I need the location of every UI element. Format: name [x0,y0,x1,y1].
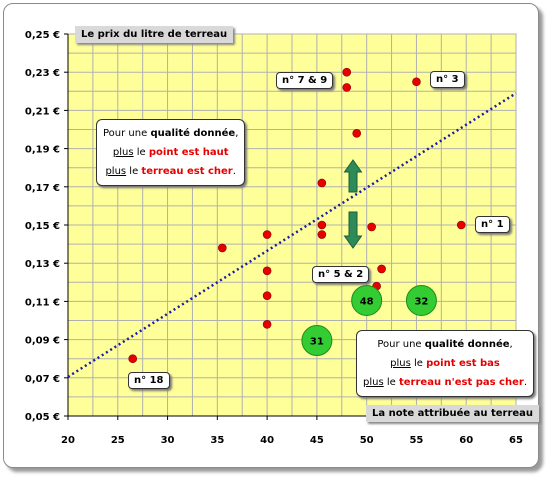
y-tick-label: 0,17 € [25,183,60,194]
x-tick-label: 60 [459,435,473,446]
x-tick-label: 50 [360,435,374,446]
data-point [262,230,272,239]
note-expensive: Pour une qualité donnée, plus le point e… [96,119,246,186]
score-bubble [405,284,437,316]
x-tick-label: 20 [61,435,75,446]
data-point [317,220,327,230]
data-point [352,129,362,138]
y-tick-label: 0,21 € [25,106,60,117]
y-tick-label: 0,07 € [25,374,60,385]
x-tick-label: 55 [409,435,423,446]
data-point [367,222,376,232]
tag-n1: n° 1 [475,216,510,233]
y-tick-label: 0,25 € [25,30,60,41]
y-tick-label: 0,09 € [25,336,60,347]
x-tick-label: 30 [161,435,175,446]
y-tick-label: 0,13 € [25,259,60,270]
data-point [262,266,272,276]
y-tick-label: 0,19 € [25,145,60,156]
data-point [412,77,421,87]
tag-n7-9: n° 7 & 9 [276,72,334,89]
data-point [262,320,272,329]
data-point [342,67,352,77]
tag-n5-2: n° 5 & 2 [312,266,370,283]
tag-n3: n° 3 [430,71,465,88]
y-tick-label: 0,05 € [25,412,60,423]
y-tick-label: 0,15 € [25,221,60,232]
x-tick-label: 65 [509,435,523,446]
data-point [128,354,138,364]
score-bubble [301,325,333,357]
data-point [456,220,466,230]
score-bubble [351,284,383,316]
data-point [342,83,352,92]
x-tick-label: 45 [310,435,324,446]
data-point [317,230,327,239]
score-bubble-label: 48 [360,296,374,307]
arrow-up-icon [343,159,363,193]
data-point [262,291,272,300]
chart-title: Le prix du litre de terreau [75,26,234,43]
score-bubble-label: 32 [414,296,428,307]
arrow-down-icon [343,211,363,249]
score-bubble-label: 31 [310,337,324,348]
x-axis-label: La note attribuée au terreau [366,405,540,422]
x-tick-label: 25 [111,435,125,446]
x-tick-label: 40 [260,435,274,446]
data-point [377,264,386,274]
trend-line [67,92,517,378]
note-cheap: Pour une qualité donnée, plus le point e… [356,330,535,397]
x-tick-label: 35 [210,435,224,446]
y-tick-label: 0,23 € [25,68,60,79]
data-point [317,178,327,188]
tag-n18: n° 18 [128,372,170,389]
data-point [218,243,227,253]
y-tick-label: 0,11 € [25,297,60,308]
